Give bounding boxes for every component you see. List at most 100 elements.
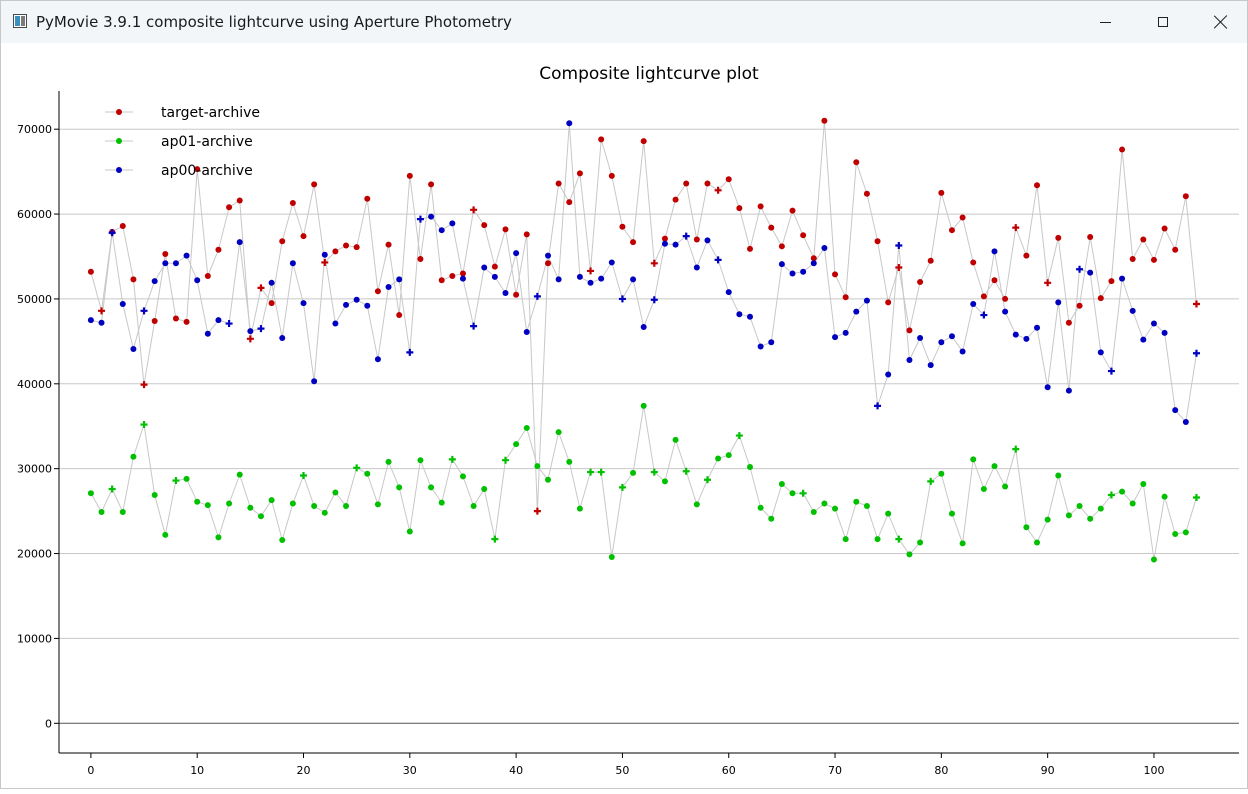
- data-point: [917, 334, 924, 341]
- data-point: [130, 346, 137, 353]
- data-point: [364, 302, 371, 309]
- data-point: [970, 301, 977, 308]
- data-point: [513, 250, 520, 257]
- data-point: [417, 457, 424, 464]
- data-point: [364, 195, 371, 202]
- data-point: [948, 510, 955, 517]
- data-point-plus: [140, 381, 148, 389]
- data-point: [1044, 384, 1051, 391]
- data-point: [1097, 295, 1104, 302]
- data-point: [746, 463, 753, 470]
- data-point-plus: [491, 535, 499, 543]
- data-point: [374, 356, 381, 363]
- data-point: [172, 260, 179, 267]
- data-point: [906, 551, 913, 558]
- data-point: [332, 489, 339, 496]
- data-point-plus: [108, 485, 116, 493]
- data-point: [630, 239, 637, 246]
- data-point: [247, 328, 254, 335]
- axes: 0 10000 20000 30000 40000 50000 60000 70000 0 10 2…: [17, 91, 1239, 777]
- data-point: [343, 242, 350, 249]
- data-point: [311, 181, 318, 188]
- data-point-plus: [1044, 279, 1052, 287]
- x-tick-label: 70: [828, 764, 842, 777]
- data-point-plus: [682, 232, 690, 240]
- x-tick-label: 40: [509, 764, 523, 777]
- data-point: [406, 172, 413, 179]
- data-point: [279, 334, 286, 341]
- data-point: [619, 223, 626, 230]
- data-point-plus: [895, 264, 903, 272]
- data-point: [693, 501, 700, 508]
- data-point: [715, 455, 722, 462]
- data-point-plus: [703, 476, 711, 484]
- data-point: [555, 276, 562, 283]
- x-tick-label: 60: [722, 764, 736, 777]
- data-point: [1150, 556, 1157, 563]
- data-point: [800, 232, 807, 239]
- data-point: [151, 278, 158, 285]
- data-point-plus: [98, 307, 106, 315]
- data-point: [300, 300, 307, 307]
- data-point: [1055, 234, 1062, 241]
- data-point: [151, 318, 158, 325]
- data-point: [396, 276, 403, 283]
- data-point: [757, 343, 764, 350]
- data-point: [449, 220, 456, 227]
- data-point: [1140, 480, 1147, 487]
- data-point-plus: [257, 284, 265, 292]
- data-point: [183, 252, 190, 259]
- data-point-plus: [650, 259, 658, 267]
- x-tick-label: 10: [190, 764, 204, 777]
- data-point: [236, 471, 243, 478]
- data-point-plus: [895, 241, 903, 249]
- legend[interactable]: target-archive ap01-archive ap00-archive: [105, 105, 260, 179]
- data-point: [789, 207, 796, 214]
- plot-area[interactable]: Composite lightcurve plot 0 10000 20000 300…: [1, 43, 1248, 790]
- data-point: [385, 458, 392, 465]
- maximize-button[interactable]: [1134, 1, 1192, 43]
- data-point: [481, 264, 488, 271]
- data-point: [513, 291, 520, 298]
- data-point: [1034, 182, 1041, 189]
- data-point: [746, 313, 753, 320]
- data-point: [481, 222, 488, 229]
- data-point: [311, 503, 318, 510]
- data-point: [1055, 299, 1062, 306]
- legend-label[interactable]: ap01-archive: [161, 134, 253, 150]
- data-point: [693, 236, 700, 243]
- data-point: [353, 296, 360, 303]
- data-point: [1182, 529, 1189, 536]
- data-point: [683, 180, 690, 187]
- data-point: [832, 505, 839, 512]
- data-point-plus: [1192, 300, 1200, 308]
- title-bar[interactable]: PyMovie 3.9.1 composite lightcurve using…: [1, 1, 1247, 43]
- data-point: [428, 484, 435, 491]
- data-point: [842, 536, 849, 543]
- data-point: [87, 490, 94, 497]
- data-point: [736, 311, 743, 318]
- data-point: [481, 486, 488, 493]
- legend-label[interactable]: target-archive: [161, 105, 260, 121]
- data-point-plus: [587, 267, 595, 275]
- data-point-plus: [108, 229, 116, 237]
- lightcurve-chart[interactable]: Composite lightcurve plot 01000020000300…: [1, 43, 1248, 790]
- close-button[interactable]: [1192, 1, 1248, 43]
- data-point: [704, 237, 711, 244]
- data-point: [1140, 236, 1147, 243]
- data-point: [459, 270, 466, 277]
- data-point: [183, 475, 190, 482]
- minimize-button[interactable]: [1076, 1, 1134, 43]
- data-point-plus: [257, 325, 265, 333]
- data-point: [236, 197, 243, 204]
- legend-label[interactable]: ap00-archive: [161, 163, 253, 179]
- data-point: [98, 508, 105, 515]
- data-point: [661, 478, 668, 485]
- data-point: [853, 308, 860, 315]
- data-point: [534, 463, 541, 470]
- data-point: [1076, 503, 1083, 510]
- data-point: [257, 513, 264, 520]
- data-point: [513, 441, 520, 448]
- y-tick-label: 10000: [17, 632, 52, 645]
